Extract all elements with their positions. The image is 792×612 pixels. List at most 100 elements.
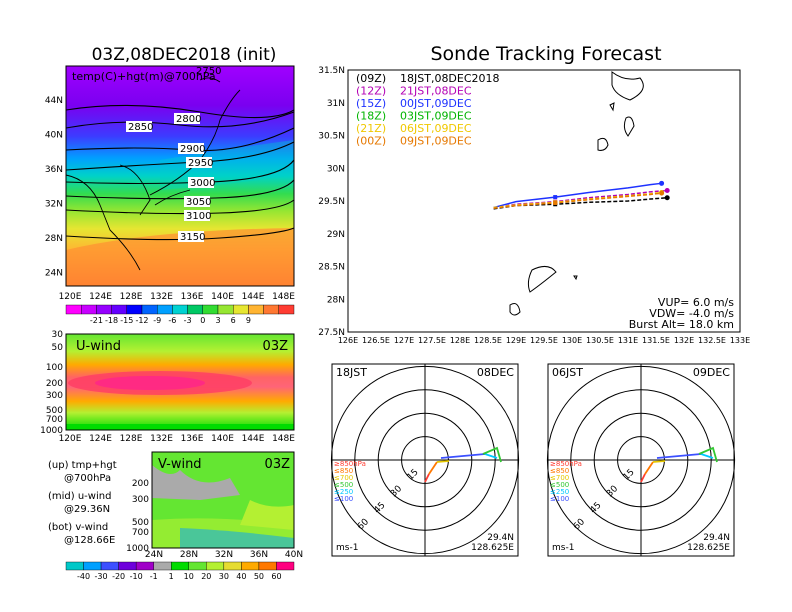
v-x-tick: 36N [250,550,268,560]
legend-code: (09Z) [356,72,386,85]
contour-label-bg [184,210,210,221]
colorbar-label: 40 [236,572,246,581]
note-line: @128.66E [64,535,115,546]
colorbar-swatch [248,304,264,315]
level-label: ≤700 [334,474,353,482]
hodograph-trace [436,460,450,463]
v-wind-x-ticks: 24N 28N 32N 36N 40N [145,550,303,560]
u-x-tick: 124E [89,434,112,444]
note-line: @29.36N [64,504,110,515]
u-x-tick: 128E [120,434,143,444]
track-x-tick: 127.5E [418,336,446,345]
level-label: ≥850hPa [550,460,582,468]
param-vdw: VDW= -4.0 m/s [649,307,734,320]
colorbar-swatch [65,304,82,315]
param-vup: VUP= 6.0 m/s [658,296,734,309]
hodograph-trace [482,446,502,463]
island-outlines [509,70,644,316]
track-x-tick: 130E [562,336,582,345]
colorbar-swatch [153,561,172,571]
colorbar-label: 20 [201,572,211,581]
hodograph-lon: 128.625E [687,543,730,553]
level-label: ≤100 [334,495,353,503]
track-y-tick: 29.5N [318,197,345,207]
colorbar-swatch [202,304,219,315]
hodograph-lon: 128.625E [471,543,514,553]
hodograph-trace [440,453,486,459]
lon-tick-label: 124E [89,292,112,302]
level-label: ≤850 [334,467,353,475]
colorbar-label: 3 [215,316,220,325]
lat-tick-label: 44N [45,96,63,106]
lon-tick-label: 132E [150,292,173,302]
track-endpoint [659,190,665,196]
tracking-x-ticks: 126E 126.5E 127E 127.5E 128E 128.5E 129E 129.5E… [338,336,750,345]
colorbar-swatch [100,561,119,571]
colorbar-label: -30 [95,572,108,581]
track-line [493,182,662,209]
colorbar-label: -6 [168,316,176,325]
v-x-tick: 32N [215,550,233,560]
u-x-tick: 144E [242,434,265,444]
track-y-tick: 31.5N [318,66,345,76]
colorbar-label: -10 [130,572,143,581]
v-x-tick: 40N [285,550,303,560]
legend-time: 00JST,09DEC [400,97,472,110]
track-endpoint [664,195,670,201]
tracking-y-ticks: 31.5N 31N 30.5N 30N 29.5N 29N 28.5N 28N 27.5N [318,66,345,338]
colorbar-label: 10 [184,572,194,581]
contour-label-bg [188,177,214,188]
level-label: ≤500 [550,481,569,489]
v-wind-panel: V-wind 03Z [151,451,295,549]
colorbar-swatch [111,304,127,315]
lat-tick-label: 28N [45,234,63,244]
colorbar-swatch [206,561,225,571]
track-y-tick: 28.5N [318,263,345,273]
colorbar-swatch [241,561,260,571]
contour-label: 3050 [186,197,211,208]
track-x-tick: 131E [618,336,638,345]
track-endpoint [659,180,665,186]
v-wind-label: V-wind [158,457,202,472]
contour-label: 2950 [188,158,213,169]
contour-label: 3100 [186,211,211,222]
lat-tick-label: 32N [45,200,63,210]
v-x-tick: 28N [180,550,198,560]
v-y-tick: 700 [132,528,149,538]
contour-label: 2850 [128,122,153,133]
v-wind-time: 03Z [265,457,291,472]
legend-code: (21Z) [356,122,386,135]
hodograph-unit: ms-1 [552,543,574,553]
u-x-tick: 120E [59,434,82,444]
colorbar-label: -9 [153,316,161,325]
lon-tick-label: 148E [272,292,295,302]
lon-tick-label: 140E [211,292,234,302]
level-label: ≤850 [550,467,569,475]
u-wind-label: U-wind [76,339,121,354]
colorbar-label: -20 [112,572,125,581]
u-wind-time: 03Z [263,339,289,354]
v-y-tick: 1000 [126,544,149,554]
track-x-tick: 131.5E [642,336,670,345]
track-endpoint [664,188,670,194]
colorbar-swatch [258,561,277,571]
track-x-tick: 126.5E [362,336,390,345]
param-burst: Burst Alt= 18.0 km [629,318,734,331]
legend-time: 18JST,08DEC2018 [400,72,500,85]
sonde-tracks [493,180,670,210]
contour-label-bg [174,113,200,124]
u-y-tick: 200 [46,379,63,389]
map-title: 03Z,08DEC2018 (init) [92,45,277,65]
lon-tick-label: 128E [120,292,143,302]
colorbar-label: -3 [184,316,192,325]
contour-label: 3150 [180,232,205,243]
map-lon-ticks: 120E 124E 128E 132E 136E 140E 144E 148E [59,292,296,302]
colorbar-swatch [126,304,143,315]
colorbar-swatch [118,561,137,571]
track-x-tick: 132E [674,336,694,345]
level-label: ≤250 [334,488,353,496]
track-line [493,192,662,209]
colorbar-label: 60 [271,572,281,581]
